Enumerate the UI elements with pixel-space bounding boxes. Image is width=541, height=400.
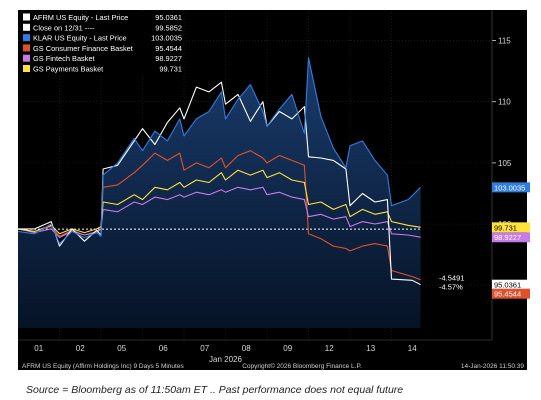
x-tick-label: 13 <box>366 344 375 353</box>
end-label-box <box>492 279 530 290</box>
legend-label: Close on 12/31 ---- <box>33 23 95 32</box>
end-label: 99.731 <box>494 223 517 232</box>
month-label: Jan 2026 <box>209 355 242 364</box>
legend-label: GS Consumer Finance Basket <box>33 44 133 53</box>
change-annotation: -4.5491 <box>439 274 464 283</box>
legend-label: AFRM US Equity - Last Price <box>33 13 128 22</box>
x-tick-label: 12 <box>325 344 334 353</box>
y-tick-label: 115 <box>498 37 511 46</box>
series-line <box>18 169 421 235</box>
source-note: Source = Bloomberg as of 11:50am ET .. P… <box>26 384 404 396</box>
legend-box <box>20 12 184 76</box>
x-tick-label: 01 <box>34 344 43 353</box>
legend-swatch <box>23 65 30 72</box>
klar-area <box>18 57 421 328</box>
legend-swatch <box>23 23 30 31</box>
change-annotation: -4.57% <box>439 283 463 292</box>
series-line <box>18 186 421 239</box>
end-label: 98.9227 <box>494 233 521 242</box>
series-lines <box>18 57 421 286</box>
x-tick-label: 07 <box>200 344 209 353</box>
end-label-box <box>492 222 530 233</box>
legend-label: KLAR US Equity - Last Price <box>33 34 127 43</box>
x-tick-label: 02 <box>76 344 85 353</box>
series-line <box>18 81 421 286</box>
x-tick-label: 09 <box>283 344 292 353</box>
end-label-box <box>492 232 530 243</box>
legend-swatch <box>23 54 30 62</box>
legend: AFRM US Equity - Last Price 95.0361 Close … <box>20 12 184 76</box>
y-tick-label: 110 <box>498 98 511 107</box>
x-axis: 01 02 05 06 07 08 09 12 13 14 Jan 2026 <box>18 339 492 364</box>
x-tick-label: 06 <box>159 344 168 353</box>
legend-swatch <box>23 44 30 52</box>
legend-value: 99.5852 <box>155 23 182 32</box>
footer-left: AFRM US Equity (Affirm Holdings Inc) 9 D… <box>22 363 184 370</box>
end-label: 103.0035 <box>494 183 525 192</box>
series-line <box>18 57 421 245</box>
legend-value: 95.0361 <box>155 13 182 22</box>
end-label-box <box>492 288 530 299</box>
legend-label: GS Fintech Basket <box>33 54 95 63</box>
legend-value: 99.731 <box>159 65 182 74</box>
legend-swatch <box>23 13 30 21</box>
area-fill <box>18 57 421 328</box>
end-label: 95.0361 <box>494 281 521 290</box>
legend-value: 103.0035 <box>151 34 182 43</box>
end-label-box <box>492 182 530 193</box>
end-label: 95.4544 <box>494 290 521 299</box>
y-tick-label: 105 <box>498 159 512 168</box>
x-tick-label: 08 <box>242 344 251 353</box>
legend-swatch <box>23 34 30 42</box>
footer-center: Copyright© 2026 Bloomberg Finance L.P. <box>242 362 362 370</box>
legend-value: 98.9227 <box>155 54 182 63</box>
x-tick-label: 14 <box>408 344 417 353</box>
legend-value: 95.4544 <box>155 44 182 53</box>
footer-right: 14-Jan-2026 11:50:39 <box>461 363 525 370</box>
chart-footer: AFRM US Equity (Affirm Holdings Inc) 9 D… <box>22 362 524 370</box>
x-tick-label: 05 <box>117 344 126 353</box>
legend-label: GS Payments Basket <box>33 65 103 74</box>
